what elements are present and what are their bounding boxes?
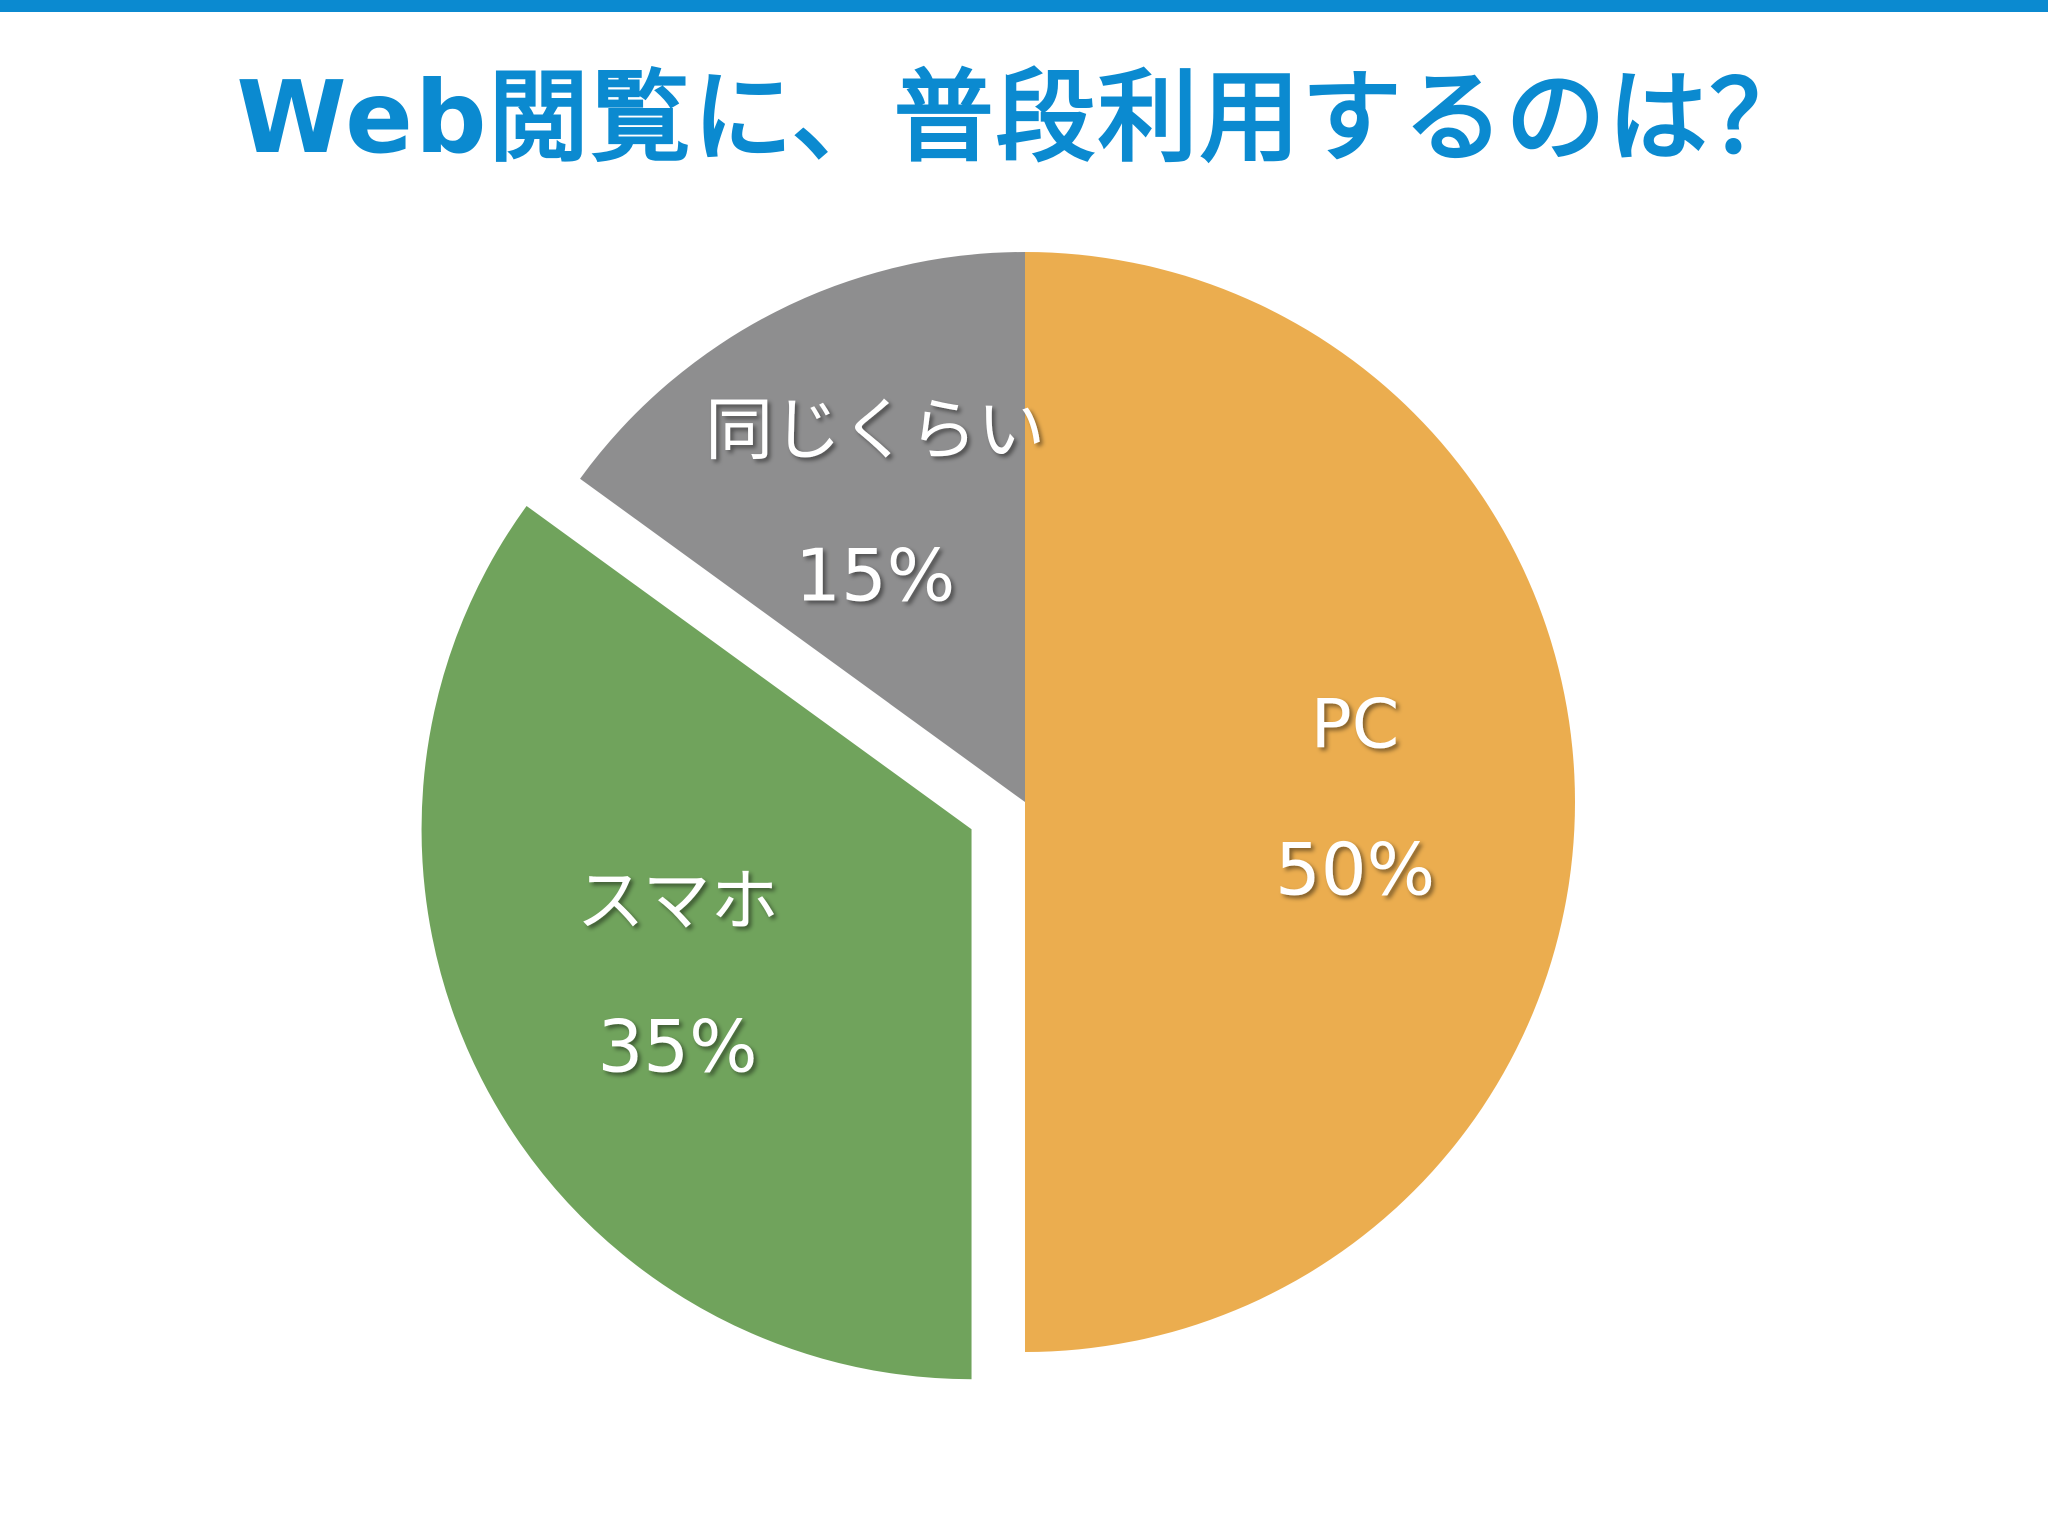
top-accent-bar (0, 0, 2048, 12)
pie-slice (580, 252, 1025, 802)
slice-value-label: 50% (1275, 828, 1435, 912)
chart-title: Web閲覧に、普段利用するのは？ (236, 59, 1812, 176)
pie-slice (421, 505, 972, 1380)
pie-slices (421, 252, 1575, 1380)
slice-label: PC (1311, 686, 1400, 765)
slice-value-label: 35% (597, 1005, 757, 1089)
slice-value-label: 15% (795, 533, 955, 617)
slice-label: スマホ (577, 863, 779, 942)
pie-slice (1025, 252, 1575, 1352)
pie-labels: PC 50% スマホ 35% 同じくらい 15% (577, 392, 1435, 1089)
slice-label: 同じくらい (705, 392, 1045, 471)
